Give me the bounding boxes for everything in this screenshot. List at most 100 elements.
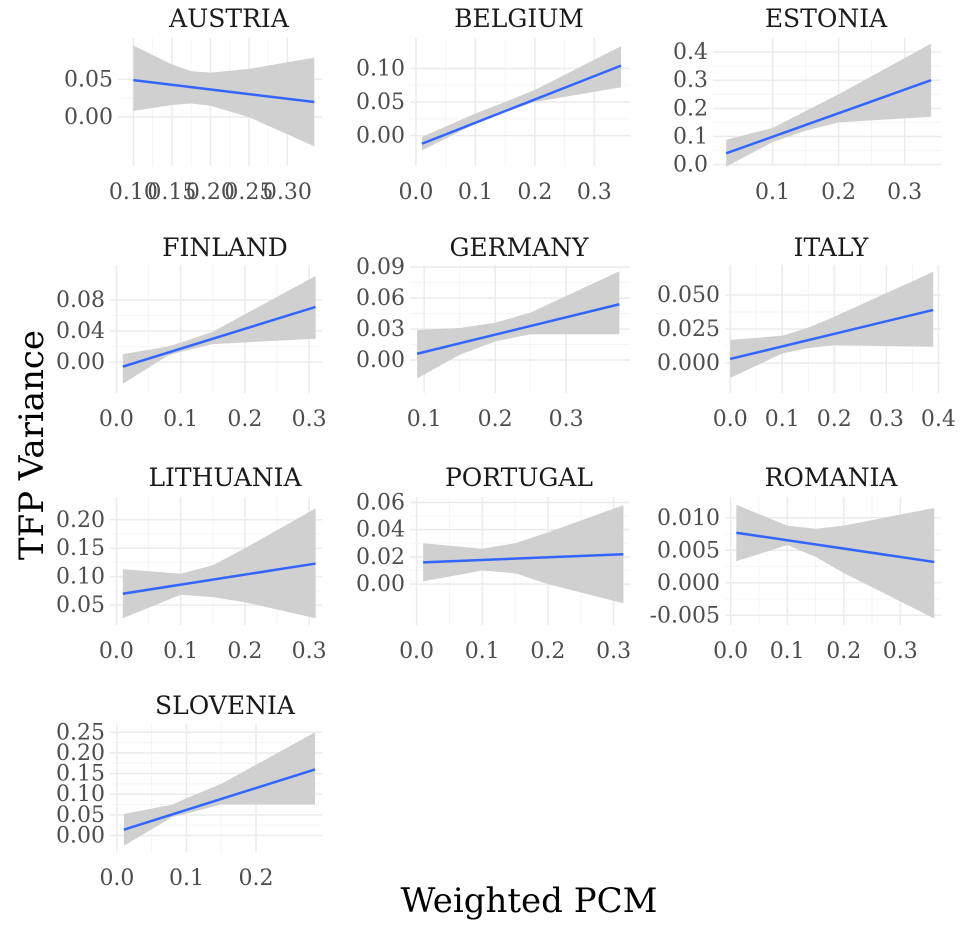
panel-title: ITALY	[794, 233, 869, 262]
y-tick-label: 0.03	[356, 317, 405, 342]
y-tick-label: 0.3	[673, 68, 708, 93]
y-tick-label: 0.4	[673, 40, 708, 65]
y-tick-label: 0.10	[56, 782, 105, 807]
panel-finland: 0.00 0.04 0.08 0.0 0.1 0.2 0.3 FINLAND	[56, 233, 327, 432]
x-tick-label: 0.2	[517, 180, 552, 205]
y-tick-label: 0.06	[356, 490, 405, 515]
panel-romania: -0.005 0.000 0.005 0.010 0.0 0.1 0.2 0.3 ROMANIA	[650, 463, 941, 664]
x-tick-label: 0.3	[292, 407, 327, 432]
y-tick-label: 0.04	[356, 518, 405, 543]
confidence-band	[726, 43, 932, 167]
x-tick-label: 0.0	[713, 639, 748, 664]
y-tick-label: 0.00	[356, 124, 405, 149]
fit-line	[122, 562, 316, 595]
x-tick-label: 0.0	[713, 407, 748, 432]
x-tick-label: 0.1	[465, 639, 500, 664]
x-tick-label: 0.0	[399, 639, 434, 664]
y-tick-label: 0.15	[56, 536, 105, 561]
fit-line	[122, 305, 316, 368]
panel-belgium: 0.00 0.05 0.10 0.0 0.1 0.2 0.3 BELGIUM	[356, 4, 630, 205]
y-tick-label: 0.02	[356, 545, 405, 570]
y-tick-label: 0.000	[657, 571, 720, 596]
y-tick-label: 0.05	[56, 803, 105, 828]
x-tick-label: 0.15	[147, 180, 196, 205]
x-tick-label: 0.3	[292, 639, 327, 664]
x-tick-label: 0.2	[227, 639, 262, 664]
panel-title: PORTUGAL	[445, 463, 593, 492]
x-tick-label: 0.1	[765, 407, 800, 432]
confidence-band	[133, 45, 315, 147]
y-tick-label: 0.010	[657, 506, 720, 531]
confidence-band	[421, 46, 622, 151]
confidence-band	[730, 271, 934, 378]
x-tick-label: 0.3	[596, 639, 631, 664]
y-tick-label: 0.0	[673, 153, 708, 178]
y-tick-label: 0.25	[56, 720, 105, 745]
x-tick-label: 0.1	[407, 407, 442, 432]
y-tick-label: 0.10	[56, 565, 105, 590]
y-tick-label: 0.025	[657, 317, 720, 342]
y-tick-label: 0.2	[673, 96, 708, 121]
x-tick-label: 0.10	[109, 180, 158, 205]
x-tick-label: 0.0	[99, 866, 134, 891]
y-tick-label: 0.05	[64, 67, 113, 92]
confidence-band	[122, 508, 316, 619]
confidence-band	[423, 505, 624, 604]
panel-title: BELGIUM	[454, 4, 584, 33]
panel-title: SLOVENIA	[155, 691, 296, 720]
fit-line	[736, 531, 935, 564]
x-tick-label: 0.4	[921, 407, 956, 432]
fit-line	[423, 552, 624, 564]
y-tick-label: 0.04	[56, 319, 105, 344]
x-tick-label: 0.1	[163, 407, 198, 432]
x-tick-label: 0.0	[99, 639, 134, 664]
panel-portugal: 0.000.020.04 0.06 0.0 0.1 0.2 0.3 PORTUGAL	[356, 463, 631, 664]
y-tick-label: 0.000	[657, 351, 720, 376]
confidence-band	[417, 271, 620, 379]
panel-slovenia: 0.000.050.100.150.200.25 0.0 0.1 0.2 SLOVENI…	[56, 691, 322, 891]
y-tick-label: 0.00	[56, 823, 105, 848]
y-tick-label: 0.00	[64, 105, 113, 130]
x-tick-label: 0.1	[755, 180, 790, 205]
y-tick-label: 0.00	[56, 350, 105, 375]
y-tick-label: 0.1	[673, 124, 708, 149]
panel-title: ROMANIA	[765, 463, 899, 492]
y-tick-label: 0.06	[356, 286, 405, 311]
x-tick-label: 0.0	[99, 407, 134, 432]
y-tick-label: 0.00	[356, 348, 405, 373]
x-tick-label: 0.25	[224, 180, 273, 205]
panel-title: GERMANY	[449, 233, 589, 262]
x-tick-label: 0.2	[817, 407, 852, 432]
y-tick-label: -0.005	[650, 603, 720, 628]
y-tick-label: 0.00	[356, 572, 405, 597]
panel-italy: 0.000 0.025 0.050 0.0 0.1 0.2 0.3 0.4 ITALY	[657, 233, 956, 432]
x-tick-label: 0.2	[478, 407, 513, 432]
x-tick-label: 0.20	[186, 180, 235, 205]
y-tick-label: 0.005	[657, 538, 720, 563]
y-tick-label: 0.20	[56, 741, 105, 766]
confidence-band	[736, 504, 935, 619]
y-tick-label: 0.20	[56, 508, 105, 533]
y-axis-title: TFP Variance	[12, 330, 52, 560]
y-tick-label: 0.15	[56, 762, 105, 787]
x-tick-label: 0.3	[869, 407, 904, 432]
confidence-band	[122, 275, 316, 384]
y-tick-label: 0.10	[356, 56, 405, 81]
x-tick-label: 0.2	[530, 639, 565, 664]
x-tick-label: 0.3	[549, 407, 584, 432]
x-tick-label: 0.1	[770, 639, 805, 664]
confidence-band	[123, 732, 316, 846]
x-tick-label: 0.3	[887, 180, 922, 205]
x-tick-label: 0.30	[263, 180, 312, 205]
panel-title: ESTONIA	[765, 4, 888, 33]
x-tick-label: 0.2	[826, 639, 861, 664]
x-tick-label: 0.2	[238, 866, 273, 891]
x-tick-label: 0.1	[458, 180, 493, 205]
fit-line	[133, 78, 315, 104]
x-tick-label: 0.3	[883, 639, 918, 664]
x-tick-label: 0.3	[577, 180, 612, 205]
panel-title: AUSTRIA	[168, 4, 290, 33]
x-tick-label: 0.1	[163, 639, 198, 664]
